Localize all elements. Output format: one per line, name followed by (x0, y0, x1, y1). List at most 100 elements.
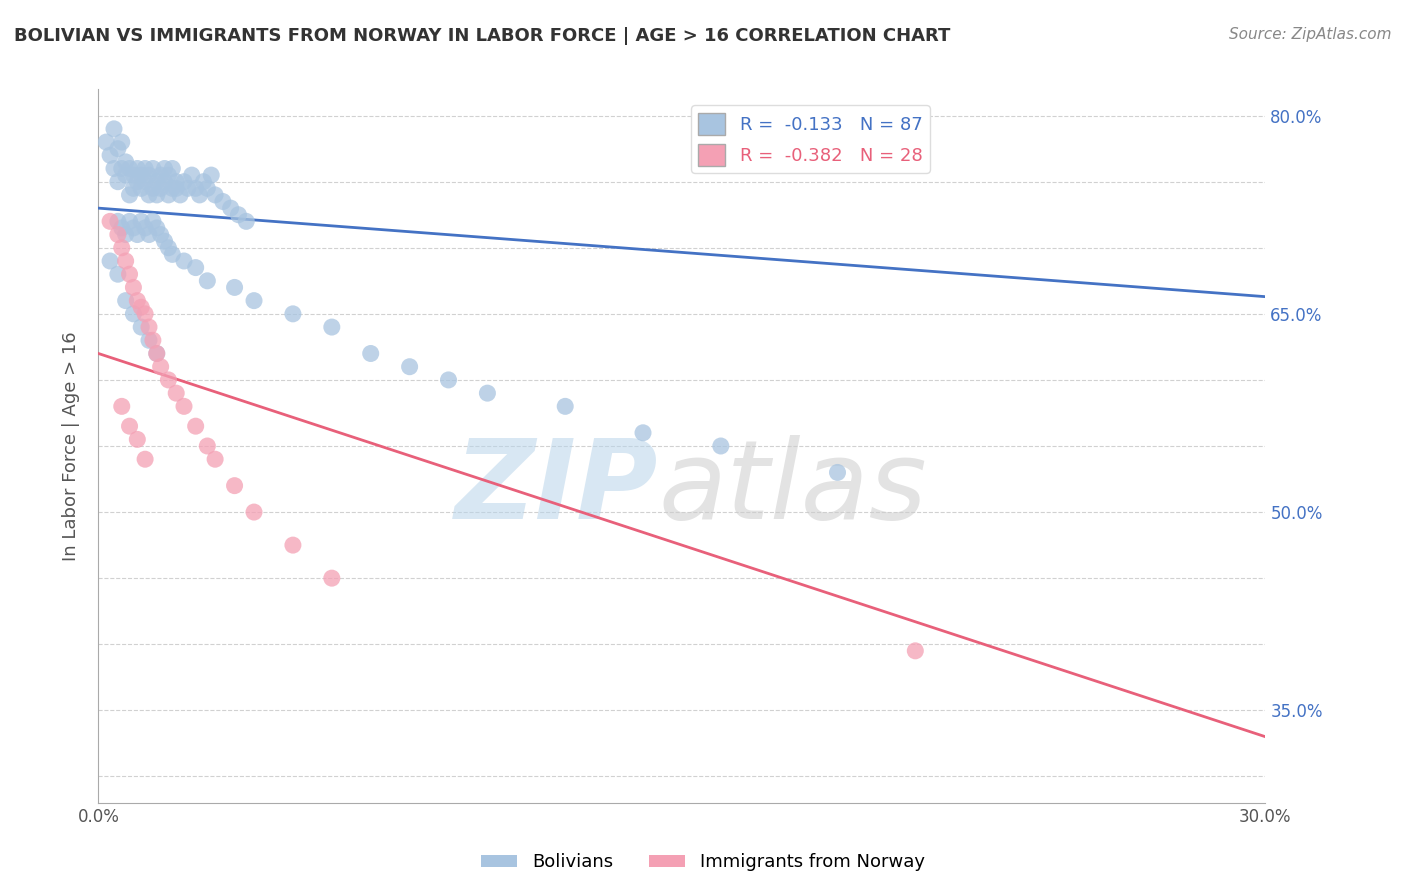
Point (184, 260, 207, 275)
Point (122, 221, 145, 235)
Point (118, 214, 141, 228)
Point (107, 267, 129, 281)
Point (138, 227, 160, 242)
Point (118, 419, 141, 434)
Point (710, 439, 733, 453)
Point (162, 181, 184, 195)
Point (180, 168, 202, 182)
Point (149, 181, 172, 195)
Point (134, 175, 156, 189)
Point (127, 161, 149, 176)
Point (96, 135, 118, 149)
Point (162, 247, 184, 261)
Text: atlas: atlas (658, 435, 927, 542)
Point (103, 161, 125, 176)
Point (122, 280, 145, 294)
Point (149, 168, 172, 182)
Point (134, 307, 156, 321)
Point (103, 121, 125, 136)
Point (114, 254, 136, 268)
Point (138, 333, 160, 347)
Point (235, 214, 257, 228)
Point (138, 320, 160, 334)
Point (169, 188, 191, 202)
Point (146, 346, 169, 360)
Point (129, 320, 152, 334)
Point (477, 386, 499, 401)
Legend: R =  -0.133   N = 87, R =  -0.382   N = 28: R = -0.133 N = 87, R = -0.382 N = 28 (690, 105, 929, 173)
Point (173, 400, 195, 414)
Point (243, 293, 266, 308)
Point (149, 359, 172, 374)
Point (146, 346, 169, 360)
Text: BOLIVIAN VS IMMIGRANTS FROM NORWAY IN LABOR FORCE | AGE > 16 CORRELATION CHART: BOLIVIAN VS IMMIGRANTS FROM NORWAY IN LA… (14, 27, 950, 45)
Point (195, 274, 218, 288)
Point (153, 234, 176, 248)
Point (228, 208, 250, 222)
Point (177, 181, 200, 195)
Point (153, 161, 176, 176)
Point (114, 227, 136, 242)
Point (142, 181, 165, 195)
Point (173, 175, 195, 189)
Point (98, 148, 121, 162)
Point (212, 194, 235, 209)
Point (321, 571, 343, 585)
Point (904, 644, 927, 658)
Point (111, 241, 134, 255)
Point (107, 175, 129, 189)
Point (184, 181, 207, 195)
Point (146, 188, 169, 202)
Point (129, 181, 152, 195)
Point (437, 373, 460, 387)
Point (118, 161, 141, 176)
Point (118, 188, 141, 202)
Point (129, 300, 152, 314)
Point (127, 227, 149, 242)
Point (188, 188, 211, 202)
Point (157, 188, 180, 202)
Point (281, 307, 304, 321)
Y-axis label: In Labor Force | Age > 16: In Labor Force | Age > 16 (62, 331, 80, 561)
Point (142, 333, 165, 347)
Point (134, 161, 156, 176)
Point (98, 254, 121, 268)
Point (153, 175, 176, 189)
Point (173, 254, 195, 268)
Point (219, 201, 242, 215)
Point (134, 452, 156, 467)
Text: ZIP: ZIP (456, 435, 658, 542)
Point (165, 175, 187, 189)
Point (360, 346, 382, 360)
Point (111, 400, 134, 414)
Point (114, 293, 136, 308)
Point (127, 293, 149, 308)
Point (127, 175, 149, 189)
Point (122, 307, 145, 321)
Legend: Bolivians, Immigrants from Norway: Bolivians, Immigrants from Norway (474, 847, 932, 879)
Point (138, 168, 160, 182)
Point (111, 161, 134, 176)
Point (98, 214, 121, 228)
Point (149, 227, 172, 242)
Point (142, 161, 165, 176)
Point (129, 214, 152, 228)
Point (321, 320, 343, 334)
Point (129, 168, 152, 182)
Point (118, 267, 141, 281)
Point (195, 439, 218, 453)
Point (200, 168, 222, 182)
Point (107, 214, 129, 228)
Point (146, 175, 169, 189)
Point (204, 188, 226, 202)
Point (157, 373, 180, 387)
Point (281, 538, 304, 552)
Point (127, 433, 149, 447)
Point (146, 221, 169, 235)
Point (142, 214, 165, 228)
Point (224, 280, 246, 294)
Point (827, 466, 849, 480)
Point (204, 452, 226, 467)
Point (138, 188, 160, 202)
Point (165, 181, 187, 195)
